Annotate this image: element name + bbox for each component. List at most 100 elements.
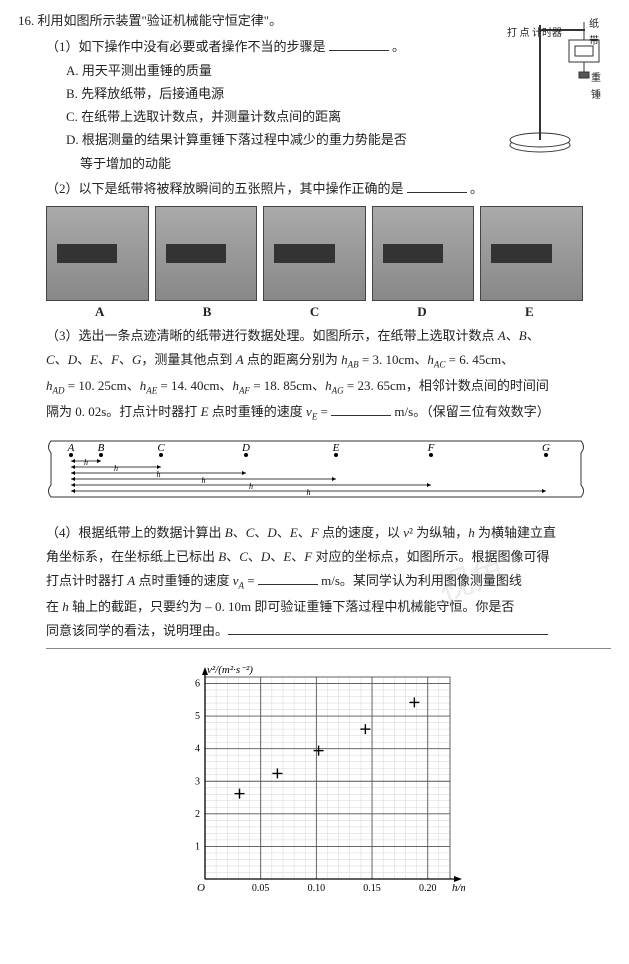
p3-sep2: 、 — [527, 328, 540, 343]
part1-blank[interactable] — [329, 38, 389, 51]
svg-text:h: h — [157, 470, 161, 479]
svg-text:O: O — [197, 882, 205, 894]
photo-labels: A B C D E — [18, 301, 611, 323]
part3-line2: C、D、E、F、G，测量其他点到 A 点的距离分别为 hAB = 3. 10cm… — [18, 349, 611, 373]
part4-line3: 打点计时器打 A 点时重锤的速度 vA = m/s。某同学认为利用图像测量图线 — [18, 570, 611, 594]
p3-l2c: 点的距离分别为 — [244, 352, 342, 367]
svg-text:5: 5 — [195, 711, 200, 722]
part1-stem-text: （1）如下操作中没有必要或者操作不当的步骤是 — [46, 39, 326, 54]
svg-text:h/m: h/m — [452, 882, 465, 894]
p3-E: E — [90, 352, 98, 367]
svg-text:F: F — [427, 442, 435, 454]
p3-D: D — [68, 352, 77, 367]
p3-hAD: = 10. 25cm、 — [68, 378, 140, 393]
svg-text:G: G — [542, 442, 550, 454]
svg-text:A: A — [67, 442, 75, 454]
svg-text:C: C — [157, 442, 165, 454]
p3-A: A — [498, 328, 506, 343]
p3-hAB: = 3. 10cm、 — [362, 352, 427, 367]
opt-C: C. 在纸带上选取计数点，并测量计数点间的距离 — [18, 106, 501, 128]
p3-B: B — [519, 328, 527, 343]
p4-l3b: 点时重锤的速度 — [135, 573, 233, 588]
p3-l4unit: m/s。（保留三位有效数字） — [391, 404, 550, 419]
p4-l3a: 打点计时器打 — [46, 573, 127, 588]
p3-hAC: = 6. 45cm、 — [449, 352, 514, 367]
svg-text:h: h — [114, 464, 118, 473]
part4-blank-vA[interactable] — [258, 572, 318, 585]
p3-hAF: = 18. 85cm、 — [253, 378, 325, 393]
tape-diagram: A B C D E F G h h h h h h — [18, 427, 611, 520]
p3-G: G — [132, 352, 141, 367]
svg-text:B: B — [98, 442, 105, 454]
photo-label-C: C — [261, 301, 368, 323]
part4-line1: （4）根据纸带上的数据计算出 B、C、D、E、F 点的速度，以 v² 为纵轴，h… — [18, 522, 611, 544]
graph-figure: 0.050.100.150.20123456Ov²/(m²·s⁻²)h/m — [18, 649, 611, 909]
svg-text:0.10: 0.10 — [307, 883, 325, 894]
part3-line1: （3）选出一条点迹清晰的纸带进行数据处理。如图所示，在纸带上选取计数点 A、B、 — [18, 325, 611, 347]
photo-label-A: A — [46, 301, 153, 323]
p4-l5a: 同意该同学的看法，说明理由。 — [46, 623, 228, 638]
part3-blank-vE[interactable] — [331, 403, 391, 416]
part2-stem: （2）以下是纸带将被释放瞬间的五张照片，其中操作正确的是 。 — [18, 178, 611, 200]
svg-text:0.15: 0.15 — [363, 883, 381, 894]
svg-text:v²/(m²·s⁻²): v²/(m²·s⁻²) — [207, 664, 253, 676]
opt-D-line1: D. 根据测量的结果计算重锤下落过程中减少的重力势能是否 — [18, 129, 501, 151]
label-timer: 打 点 计时器 — [507, 28, 562, 39]
photo-D — [372, 206, 475, 301]
p3-hAE: = 14. 40cm、 — [160, 378, 232, 393]
p3-C: C — [46, 352, 55, 367]
svg-text:4: 4 — [195, 744, 200, 755]
p3-l2b: ，测量其他点到 — [141, 352, 235, 367]
part3-line4: 隔为 0. 02s。打点计时器打 E 点时重锤的速度 vE = m/s。（保留三… — [18, 401, 611, 425]
svg-text:h: h — [84, 458, 88, 467]
p4-l2b: 对应的坐标点，如图所示。根据图像可得 — [312, 549, 549, 564]
part4-line5: 同意该同学的看法，说明理由。 — [18, 620, 611, 642]
p3-l4eq: = — [317, 404, 331, 419]
svg-text:h: h — [249, 482, 253, 491]
p4-l4b: 轴上的截距，只要约为 – 0. 10m 即可验证重锤下落过程中机械能守恒。你是否 — [69, 599, 515, 614]
q-title-text: 利用如图所示装置"验证机械能守恒定律"。 — [38, 13, 283, 28]
part1-period: 。 — [392, 39, 405, 54]
svg-text:h: h — [202, 476, 206, 485]
opt-B: B. 先释放纸带，后接通电源 — [18, 83, 501, 105]
svg-text:h: h — [307, 488, 311, 497]
photo-C — [263, 206, 366, 301]
p3-sep1: 、 — [506, 328, 519, 343]
part4-line2: 角坐标系，在坐标纸上已标出 B、C、D、E、F 对应的坐标点，如图所示。根据图像… — [18, 546, 611, 568]
p4-l4a: 在 — [46, 599, 62, 614]
photo-row — [18, 202, 611, 301]
photo-label-B: B — [153, 301, 260, 323]
label-tape: 纸带 — [589, 16, 605, 50]
question-line: 16. 利用如图所示装置"验证机械能守恒定律"。 — [18, 10, 501, 32]
p3-l4a: 隔为 0. 02s。打点计时器打 — [46, 404, 201, 419]
p4-l1c: 为纵轴， — [413, 525, 468, 540]
svg-text:1: 1 — [195, 841, 200, 852]
p4-l1a: （4）根据纸带上的数据计算出 — [46, 525, 225, 540]
part4-blank-reason1[interactable] — [228, 622, 548, 635]
part2-blank[interactable] — [407, 180, 467, 193]
photo-B — [155, 206, 258, 301]
p3-l3a: 相邻计数点间的时间间 — [419, 378, 549, 393]
label-weight: 重锤 — [591, 70, 605, 104]
svg-text:6: 6 — [195, 678, 200, 689]
p3-hAG: = 23. 65cm， — [347, 378, 419, 393]
q-number: 16. — [18, 13, 34, 28]
p4-l1d: 为横轴建立直 — [475, 525, 556, 540]
p3-l4b: 点时重锤的速度 — [209, 404, 307, 419]
p3-F: F — [111, 352, 119, 367]
apparatus-figure: 打 点 计时器 纸带 重锤 — [501, 10, 611, 176]
p3-A2: A — [236, 352, 244, 367]
p4-l3c: m/s。某同学认为利用图像测量图线 — [318, 573, 522, 588]
p4-l2a: 角坐标系，在坐标纸上已标出 — [46, 549, 218, 564]
opt-A: A. 用天平测出重锤的质量 — [18, 60, 501, 82]
opt-D-line2: 等于增加的动能 — [18, 153, 501, 175]
photo-E — [480, 206, 583, 301]
svg-text:3: 3 — [195, 776, 200, 787]
part3-line3: hAD = 10. 25cm、hAE = 14. 40cm、hAF = 18. … — [18, 375, 611, 399]
p3-l1a: （3）选出一条点迹清晰的纸带进行数据处理。如图所示，在纸带上选取计数点 — [46, 328, 498, 343]
svg-text:D: D — [241, 442, 250, 454]
p3-E2: E — [201, 404, 209, 419]
part1-stem: （1）如下操作中没有必要或者操作不当的步骤是 。 — [18, 36, 501, 58]
part2-period: 。 — [470, 181, 483, 196]
svg-text:E: E — [332, 442, 340, 454]
